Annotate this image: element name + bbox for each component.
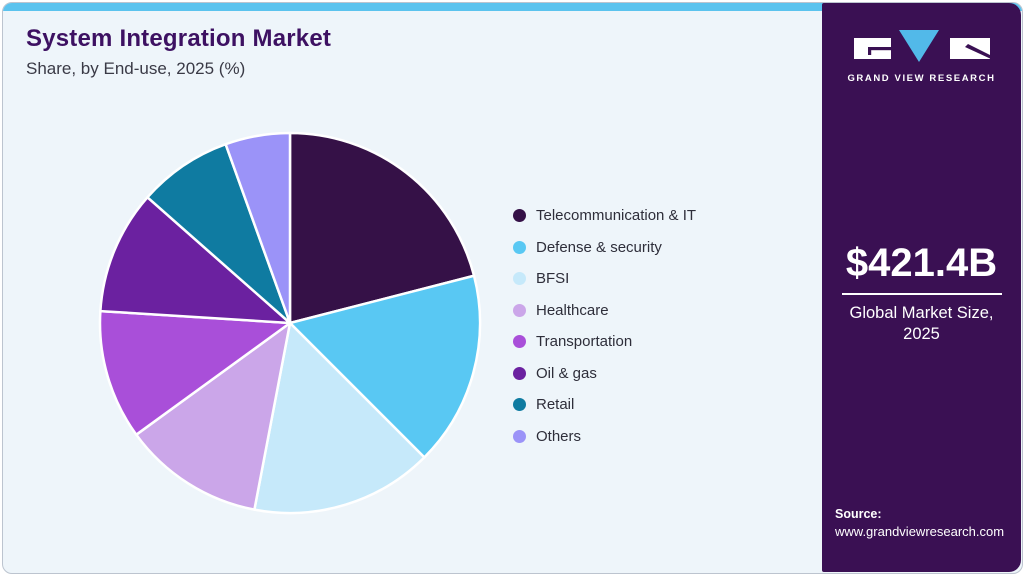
- legend-item: Telecommunication & IT: [513, 206, 696, 225]
- legend-item: Oil & gas: [513, 364, 696, 383]
- brand-logo-text: GRAND VIEW RESEARCH: [847, 73, 996, 84]
- legend-swatch: [513, 272, 526, 285]
- legend-label: Oil & gas: [536, 364, 597, 382]
- pie-slice: [135, 321, 292, 511]
- brand-logo: GRAND VIEW RESEARCH: [822, 29, 1021, 84]
- chart-legend: Telecommunication & IT Defense & security…: [513, 206, 696, 446]
- pie-chart: [98, 131, 482, 515]
- legend-item: Healthcare: [513, 301, 696, 320]
- title-block: System Integration Market Share, by End-…: [26, 25, 331, 79]
- legend-item: Transportation: [513, 332, 696, 351]
- divider-line: [841, 293, 1002, 295]
- sidebar: GRAND VIEW RESEARCH $421.4B Global Marke…: [822, 3, 1021, 572]
- pie-slice: [146, 142, 292, 325]
- legend-swatch: [513, 303, 526, 317]
- market-size-value: $421.4B: [845, 241, 998, 285]
- legend-label: Transportation: [536, 333, 633, 350]
- legend-item: BFSI: [513, 269, 696, 288]
- gvr-logo-icon: [853, 30, 990, 62]
- source-block: Source: www.grandviewresearch.com: [835, 506, 1004, 540]
- legend-item: Defense & security: [513, 238, 696, 257]
- pie-slice: [224, 131, 292, 325]
- pie-slice: [253, 321, 426, 515]
- legend-swatch: [513, 240, 526, 254]
- legend-label: Defense & security: [536, 238, 662, 256]
- legend-label: Healthcare: [536, 301, 609, 319]
- source-label: Source:: [835, 507, 882, 521]
- market-size-caption-line1: Global Market Size,: [849, 304, 994, 322]
- legend-label: Others: [536, 427, 582, 445]
- legend-swatch: [513, 398, 526, 411]
- legend-item: Retail: [513, 395, 696, 414]
- source-url: www.grandviewresearch.com: [835, 524, 1005, 539]
- market-size-block: $421.4B Global Market Size, 2025: [822, 241, 1021, 345]
- legend-label: Retail: [536, 396, 575, 413]
- legend-swatch: [513, 209, 526, 222]
- pie-slice: [98, 309, 292, 436]
- page-title: System Integration Market: [26, 25, 332, 52]
- legend-label: BFSI: [536, 270, 570, 287]
- market-size-caption: Global Market Size, 2025: [822, 303, 1021, 345]
- page-subtitle: Share, by End-use, 2025 (%): [26, 59, 246, 78]
- top-accent-bar: [3, 3, 1022, 11]
- legend-swatch: [513, 429, 526, 443]
- pie-slice: [288, 274, 482, 459]
- legend-swatch: [513, 335, 526, 348]
- pie-slice: [99, 196, 292, 325]
- pie-slice: [288, 131, 476, 325]
- legend-label: Telecommunication & IT: [536, 207, 697, 224]
- legend-item: Others: [513, 427, 696, 446]
- market-size-caption-line2: 2025: [903, 325, 940, 343]
- legend-swatch: [513, 366, 526, 380]
